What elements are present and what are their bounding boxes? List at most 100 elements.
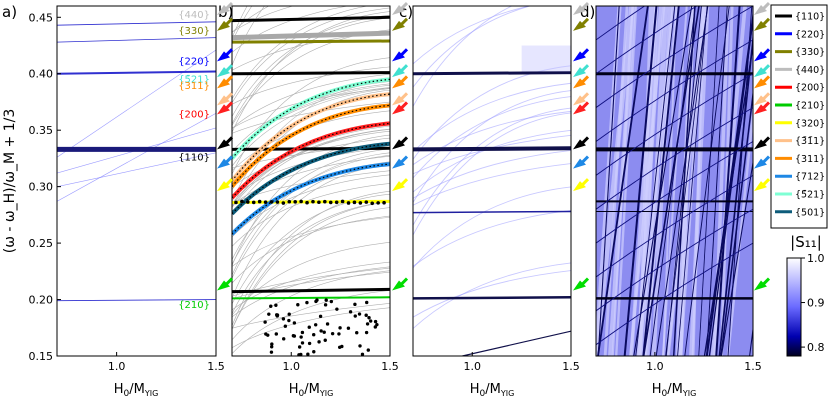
arrow-head [217, 280, 230, 291]
arrow-head [573, 20, 586, 31]
data-point [234, 200, 238, 205]
measured-points [232, 93, 390, 182]
resonance-curve [413, 209, 571, 267]
data-point [340, 344, 344, 349]
data-point [257, 199, 262, 204]
heatmap-line [596, 141, 753, 244]
dispersion-curve [232, 6, 253, 43]
dispersion-curve [232, 266, 390, 318]
arrow-shaft [761, 92, 771, 101]
arrow-column-c [573, 1, 771, 291]
legend-label: {320} [795, 118, 825, 129]
data-point [274, 303, 278, 307]
legend-label: {220} [795, 29, 825, 40]
data-point [322, 330, 326, 334]
data-point [311, 199, 315, 204]
dispersion-curve [232, 6, 370, 100]
panel-b-plot-area [232, 6, 390, 356]
panel-b: b) 1.01.5 H0/MYIG [218, 3, 399, 399]
dispersion-curve [232, 307, 390, 348]
arrow-head [573, 181, 586, 192]
arrow-shaft [224, 155, 234, 164]
data-point [373, 319, 378, 324]
mode-label: {311} [178, 81, 210, 92]
legend-label: {200} [795, 83, 825, 94]
x-tick-label: 1.0 [464, 360, 482, 373]
panel-d: d) 1.0 1.5 H0/MYIG [580, 3, 762, 399]
panel-a-mode-labels: {440} {330} {220} {5̄21}{311} {200} {110} {210… [178, 10, 210, 311]
legend-label: {210} [795, 101, 825, 112]
dispersion-curve [232, 261, 390, 311]
measured-points [232, 122, 390, 199]
heatmap-line [596, 6, 753, 108]
arrow-shaft [761, 277, 771, 286]
y-tick-label: 0.45 [29, 11, 54, 24]
resonance-curve [413, 270, 571, 318]
dispersion-curve [232, 128, 390, 215]
arrow-head [217, 181, 230, 192]
mode-band [232, 71, 390, 76]
arrow-shaft [580, 75, 590, 84]
arrow-shaft [224, 48, 234, 57]
resonance-curve [413, 129, 571, 193]
mode-label: {220} [178, 56, 210, 67]
x-tick-label: 1.0 [283, 360, 301, 373]
arrow-shaft [399, 178, 409, 187]
legend-label: {5̄21} [795, 190, 825, 201]
legend-label: {330} [795, 47, 825, 58]
x-tick-label: 1.0 [646, 360, 664, 373]
arrow-head [392, 78, 405, 89]
measured-points [232, 78, 390, 159]
arrow-shaft [399, 75, 409, 84]
mode-line [57, 37, 216, 43]
panel-a-plot-area [57, 21, 216, 302]
arrow-shaft [761, 17, 771, 26]
panel-c-x-label: H0/MYIG [470, 382, 515, 399]
panel-d-x-ticks: 1.0 1.5 [646, 352, 762, 373]
resonance-curve [413, 65, 571, 160]
arrow-shaft [580, 64, 590, 73]
arrow-column-a [217, 1, 234, 291]
x-tick-label: 1.5 [744, 360, 762, 373]
data-point [282, 337, 286, 341]
mode-curve [57, 152, 216, 187]
data-point [274, 332, 279, 336]
dispersion-curve [232, 134, 390, 266]
data-point [297, 345, 302, 349]
arrow-head [573, 158, 586, 169]
panel-a-x-label: H0/MYIG [114, 382, 159, 399]
arrow-head [754, 78, 767, 89]
data-point [283, 324, 288, 328]
arrow-head [754, 51, 767, 62]
y-tick-label: 0.20 [29, 294, 54, 307]
mode-band [232, 296, 390, 300]
arrow-head [392, 104, 405, 115]
resonance-curve [413, 6, 532, 65]
arrow-shaft [761, 136, 771, 145]
data-point [299, 352, 303, 356]
heatmap-line [596, 208, 753, 312]
resonance-curve [413, 110, 571, 166]
data-point [357, 312, 362, 316]
data-point [287, 312, 291, 316]
colorbar-tick-label: 1.0 [807, 252, 825, 265]
arrow-head [217, 5, 230, 16]
panel-a-frame [56, 5, 217, 357]
data-point [360, 352, 365, 356]
dispersion-curve [232, 170, 390, 204]
data-point [296, 303, 300, 307]
mode-line [57, 70, 216, 75]
data-point [364, 330, 369, 335]
dispersion-curve [232, 147, 390, 197]
data-point [275, 200, 280, 204]
data-point [324, 298, 328, 302]
panel-b-x-label: H0/MYIG [289, 382, 334, 399]
dispersion-curve [232, 11, 390, 133]
panel-d-plot-area [596, 6, 753, 356]
data-point [275, 314, 279, 318]
arrow-shaft [399, 136, 409, 145]
resonance-curve [413, 262, 571, 329]
mode-label: {330} [178, 26, 210, 37]
arrow-head [392, 280, 405, 291]
dispersion-curve [232, 207, 390, 330]
